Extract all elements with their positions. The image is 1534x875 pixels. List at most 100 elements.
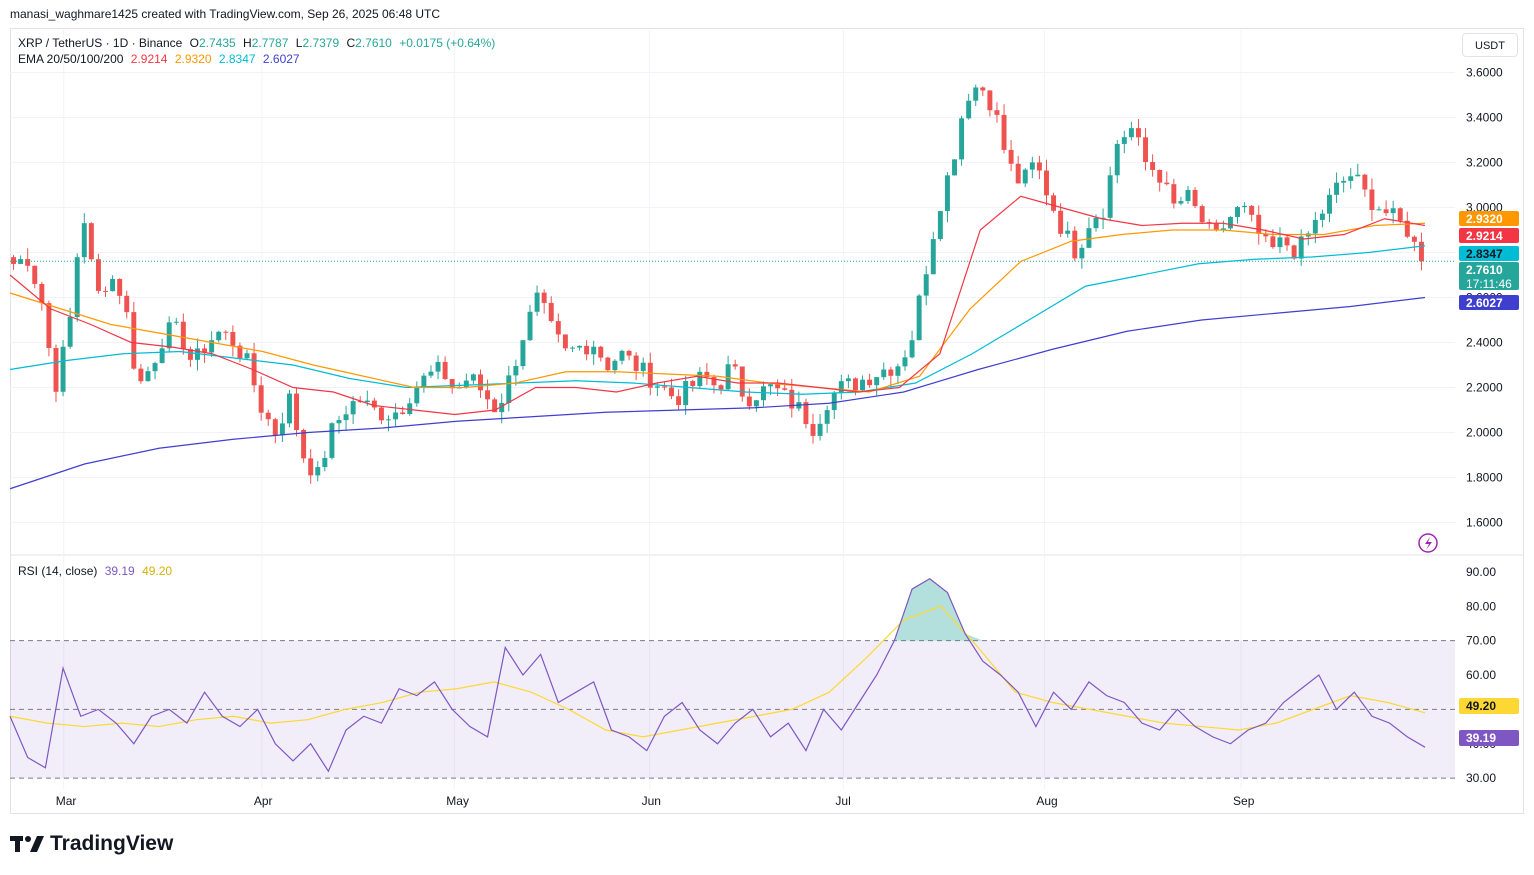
candle-body: [378, 407, 384, 421]
candle-body: [959, 118, 965, 160]
candle-body: [1383, 209, 1389, 214]
candle-body: [1235, 207, 1240, 217]
candle-body: [845, 378, 851, 382]
candle-body: [499, 402, 505, 413]
rsi-label-text: 39.19: [1466, 731, 1496, 745]
candle-body: [1376, 209, 1382, 211]
candle-body: [286, 393, 292, 424]
candle-body: [1072, 230, 1078, 259]
candle-body: [1128, 128, 1134, 138]
candle-body: [364, 400, 370, 403]
candle-body: [414, 386, 420, 404]
candle-body: [1369, 189, 1375, 210]
candle-body: [690, 381, 696, 387]
candle-body: [209, 340, 215, 353]
candle-body: [810, 424, 816, 436]
candle-body: [1044, 170, 1049, 196]
candle-body: [534, 292, 540, 312]
price-tick-label: 3.2000: [1466, 156, 1503, 170]
candle-body: [1164, 182, 1170, 185]
candle-body: [654, 386, 660, 388]
ema-label: EMA 20/50/100/200: [18, 52, 124, 66]
candle-body: [789, 389, 795, 409]
open-value: O2.7435: [189, 36, 236, 50]
candle-body: [67, 317, 73, 347]
candle-body: [187, 349, 193, 360]
price-tick-label: 1.6000: [1466, 516, 1503, 530]
time-tick-label: Jun: [642, 794, 661, 808]
candle-body: [1220, 228, 1226, 231]
chart-frame[interactable]: [10, 28, 1524, 814]
candle-body: [237, 345, 243, 359]
candle-body: [1291, 245, 1297, 259]
candle-body: [633, 355, 639, 371]
candle-body: [1242, 205, 1248, 208]
candle-body: [746, 396, 752, 407]
candle-body: [265, 412, 271, 420]
candle-body: [18, 259, 24, 264]
rsi-label-text: 49.20: [1466, 699, 1496, 713]
candle-body: [1135, 128, 1141, 138]
currency-button[interactable]: USDT: [1462, 33, 1518, 57]
candle-body: [1418, 241, 1424, 262]
candle-body: [860, 379, 866, 391]
rsi-legend: RSI (14, close) 39.19 49.20: [18, 564, 176, 578]
candle-body: [88, 223, 94, 260]
candle-body: [343, 414, 349, 421]
candle-body: [1121, 137, 1127, 144]
candle-body: [732, 364, 738, 367]
tradingview-logo: TradingView: [10, 832, 173, 856]
candle-body: [987, 90, 993, 111]
candle-body: [527, 311, 533, 341]
candle-body: [1362, 174, 1368, 190]
candle-body: [124, 295, 130, 313]
rsi-label: RSI (14, close): [18, 564, 98, 578]
candle-body: [223, 331, 229, 333]
candle-body: [661, 386, 667, 388]
candle-body: [753, 400, 759, 407]
candle-body: [216, 331, 222, 341]
candle-body: [711, 377, 717, 386]
candle-body: [1008, 149, 1014, 164]
candle-body: [874, 377, 880, 386]
candle-body: [605, 357, 611, 371]
candle-body: [180, 321, 186, 350]
candle-body: [1150, 162, 1156, 170]
candle-body: [39, 283, 45, 304]
candle-body: [46, 303, 52, 349]
candle-body: [322, 457, 328, 468]
grid: [10, 30, 1524, 789]
candle-body: [909, 340, 915, 358]
candle-body: [930, 239, 936, 275]
candle-body: [506, 375, 512, 403]
ema50-value: 2.9320: [174, 52, 212, 66]
time-tick-label: Aug: [1036, 794, 1057, 808]
candle-body: [1079, 247, 1085, 259]
candle-body: [598, 346, 604, 358]
candle-body: [1114, 143, 1120, 176]
price-tick-label: 3.4000: [1466, 111, 1503, 125]
candle-body: [838, 381, 844, 393]
candle-body: [612, 360, 618, 371]
candle-body: [1404, 220, 1410, 237]
candle-body: [1036, 162, 1042, 171]
ema20-value: 2.9214: [130, 52, 168, 66]
candle-body: [1355, 174, 1361, 177]
candle-body: [350, 401, 356, 415]
time-tick-label: Sep: [1233, 794, 1255, 808]
candle-body: [308, 458, 314, 476]
candle-body: [131, 312, 137, 369]
candle-body: [852, 378, 858, 391]
candle-body: [725, 364, 731, 390]
candle-body: [492, 399, 498, 413]
candle-body: [1277, 237, 1283, 248]
candle-body: [1065, 230, 1071, 234]
candle-body: [272, 419, 278, 436]
brand-name: TradingView: [50, 832, 174, 855]
price-label-text: 2.6027: [1466, 296, 1503, 310]
lightning-icon-circle: [1418, 533, 1438, 553]
candle-body: [407, 403, 413, 415]
candle-body: [145, 371, 151, 382]
candle-body: [117, 278, 123, 296]
